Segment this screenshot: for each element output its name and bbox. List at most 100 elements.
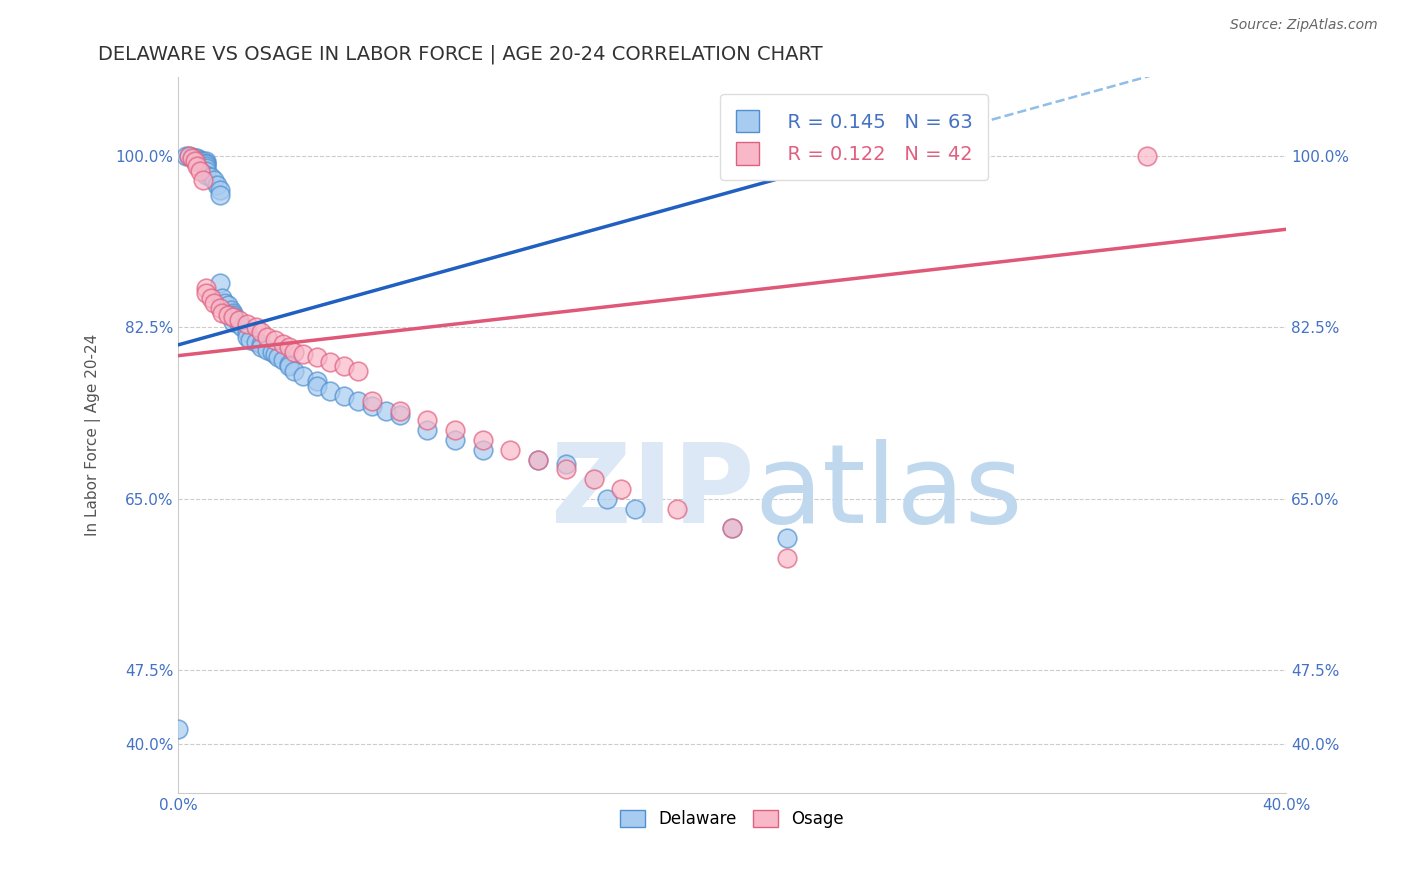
Point [388,409,411,423]
Point [186,151,208,165]
Point [179,149,201,163]
Point [200,170,222,185]
Point [361,393,384,408]
Point [776,550,799,565]
Point [582,472,605,486]
Point [236,330,259,344]
Point [208,301,231,315]
Point [194,281,217,295]
Point [179,149,201,163]
Point [291,347,314,361]
Point [236,325,259,339]
Point [610,482,633,496]
Point [222,310,245,325]
Point [416,423,439,437]
Point [180,150,202,164]
Point [208,183,231,197]
Point [194,156,217,170]
Point [194,161,217,175]
Text: ZIP: ZIP [551,439,754,546]
Point [202,295,225,310]
Point [188,153,211,167]
Point [191,153,214,168]
Point [267,350,290,364]
Point [444,433,467,447]
Point [444,423,467,437]
Point [176,149,198,163]
Point [624,501,647,516]
Point [333,389,356,403]
Point [191,173,214,187]
Point [262,344,284,359]
Point [250,340,273,354]
Y-axis label: In Labor Force | Age 20-24: In Labor Force | Age 20-24 [86,334,101,536]
Point [596,491,619,506]
Point [333,359,356,374]
Point [183,151,205,165]
Point [347,364,370,378]
Point [222,310,245,325]
Point [194,169,217,183]
Point [219,302,242,317]
Point [188,163,211,178]
Text: DELAWARE VS OSAGE IN LABOR FORCE | AGE 20-24 CORRELATION CHART: DELAWARE VS OSAGE IN LABOR FORCE | AGE 2… [98,45,823,64]
Point [214,295,236,310]
Point [271,337,294,351]
Point [347,393,370,408]
Point [271,352,294,367]
Point [194,285,217,300]
Point [499,442,522,457]
Point [665,501,688,516]
Point [319,384,342,398]
Point [208,276,231,290]
Point [167,722,190,736]
Point [305,379,328,393]
Point [283,364,305,378]
Point [236,318,259,332]
Point [217,298,239,312]
Point [205,178,228,193]
Point [186,159,208,173]
Point [277,357,299,371]
Point [554,462,576,476]
Point [222,308,245,322]
Point [277,340,299,354]
Point [208,188,231,202]
Point [222,305,245,319]
Point [180,151,202,165]
Point [1136,149,1159,163]
Point [202,173,225,187]
Point [471,442,494,457]
Point [776,531,799,545]
Point [264,333,287,347]
Point [256,343,278,357]
Point [228,318,250,332]
Point [194,153,217,168]
Point [250,337,273,351]
Point [471,433,494,447]
Point [194,155,217,169]
Text: atlas: atlas [754,439,1022,546]
Point [319,354,342,368]
Point [200,291,222,305]
Point [194,163,217,178]
Point [305,374,328,388]
Point [194,159,217,173]
Point [388,403,411,417]
Point [183,153,205,168]
Point [245,320,267,334]
Point [305,350,328,364]
Point [554,458,576,472]
Point [374,403,396,417]
Point [239,333,262,347]
Point [721,521,744,535]
Point [256,330,278,344]
Point [245,334,267,349]
Point [527,452,550,467]
Point [283,344,305,359]
Point [264,347,287,361]
Point [217,308,239,322]
Point [291,369,314,384]
Point [416,413,439,427]
Point [231,320,253,334]
